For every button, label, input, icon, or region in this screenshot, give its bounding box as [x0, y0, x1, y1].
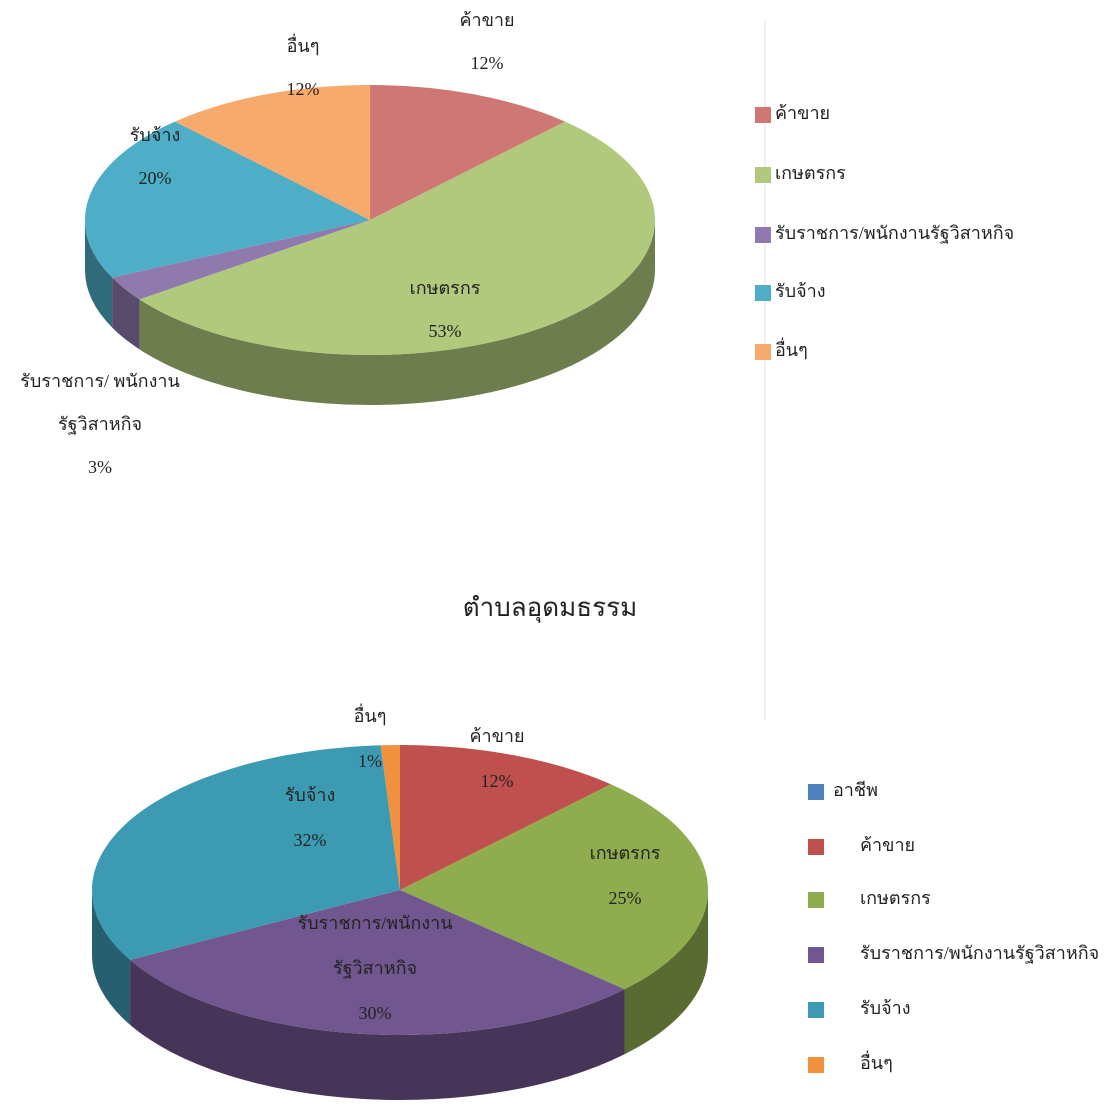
value-label: 20%: [139, 168, 172, 188]
legend-swatch: [755, 285, 771, 301]
slice-label: รัฐวิสาหกิจ: [58, 414, 142, 435]
legend-label: รับราชการ/พนักงานรัฐวิสาหกิจ: [860, 943, 1099, 964]
value-label: 30%: [359, 1003, 392, 1023]
slice-side: [92, 890, 131, 1025]
slice-label: รัฐวิสาหกิจ: [333, 958, 417, 979]
legend-label: อื่นๆ: [775, 337, 808, 360]
legend-swatch: [808, 1057, 824, 1073]
slice-label: รับราชการ/พนักงาน: [297, 913, 452, 933]
legend-label: รับจ้าง: [860, 998, 911, 1018]
legend-swatch: [755, 227, 771, 243]
slice-label: รับจ้าง: [130, 125, 181, 145]
slice-label: ค้าขาย: [459, 10, 514, 30]
legend-swatch: [755, 107, 771, 123]
slice: [85, 121, 371, 278]
legend-swatch: [808, 1002, 824, 1018]
slice-label: เกษตรกร: [590, 843, 661, 863]
legend-swatch: [808, 839, 824, 855]
slice-label: รับราชการ/ พนักงาน: [20, 371, 180, 391]
slice-label: ค้าขาย: [469, 726, 524, 746]
legend-swatch: [808, 892, 824, 908]
slice: [139, 121, 655, 355]
slice: [174, 85, 370, 220]
legend-swatch: [808, 784, 824, 800]
slice-side: [85, 220, 113, 328]
slice: [112, 220, 370, 300]
value-label: 12%: [287, 79, 320, 99]
value-label: 1%: [358, 751, 382, 771]
slice: [370, 85, 566, 220]
value-label: 12%: [471, 53, 504, 73]
legend-swatch: [755, 344, 771, 360]
slice-side: [130, 959, 625, 1100]
slice-side: [139, 220, 655, 406]
slice-side: [112, 277, 140, 350]
legend-label: รับจ้าง: [775, 281, 826, 301]
value-label: 32%: [294, 830, 327, 850]
slice: [130, 890, 625, 1035]
chart-title: ตำบลอุดมธรรม: [463, 593, 638, 623]
legend-label: เกษตรกร: [775, 163, 846, 183]
slice-side: [624, 890, 708, 1055]
slice: [92, 745, 401, 960]
legend-swatch: [755, 167, 771, 183]
legend-label: รับราชการ/พนักงานรัฐวิสาหกิจ: [775, 223, 1014, 244]
slice-label: เกษตรกร: [410, 278, 481, 298]
slice: [380, 745, 400, 890]
legend-label: อื่นๆ: [860, 1050, 893, 1073]
slice-label: อื่นๆ: [287, 33, 320, 56]
slice: [400, 745, 611, 890]
slice-label: อื่นๆ: [354, 703, 387, 726]
value-label: 25%: [609, 888, 642, 908]
value-label: 3%: [88, 457, 112, 477]
legend-swatch: [808, 947, 824, 963]
legend-label: ค้าขาย: [775, 103, 830, 123]
value-label: 53%: [429, 321, 462, 341]
legend-label: อาชีพ: [833, 780, 878, 800]
legend-label: เกษตรกร: [860, 888, 931, 908]
value-label: 12%: [481, 771, 514, 791]
slice: [400, 784, 709, 990]
legend-label: ค้าขาย: [860, 835, 915, 855]
slice-label: รับจ้าง: [285, 785, 336, 805]
